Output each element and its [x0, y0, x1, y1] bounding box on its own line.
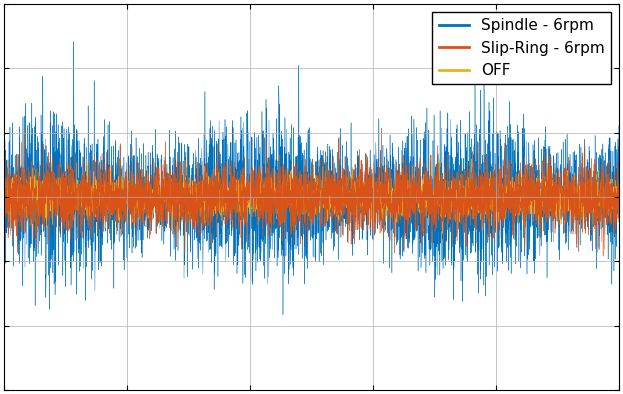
Legend: Spindle - 6rpm, Slip-Ring - 6rpm, OFF: Spindle - 6rpm, Slip-Ring - 6rpm, OFF: [432, 12, 611, 84]
